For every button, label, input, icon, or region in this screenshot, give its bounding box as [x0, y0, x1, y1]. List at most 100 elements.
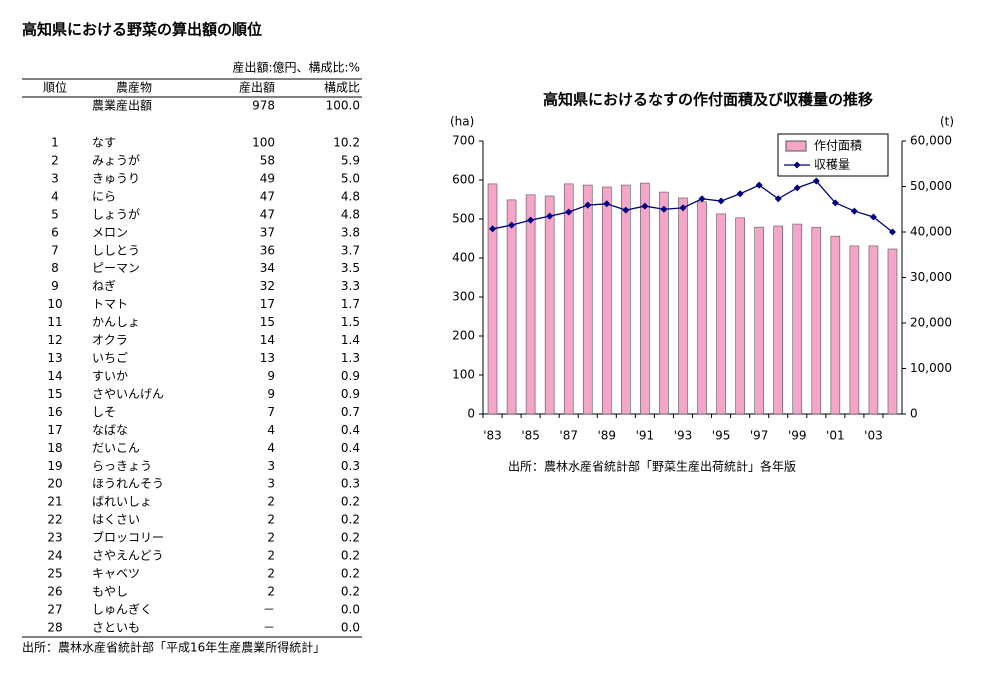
x-tick-label: '83	[483, 429, 502, 443]
table-cell: 10	[47, 297, 62, 311]
table-cell: 100	[252, 136, 275, 150]
point	[869, 213, 877, 221]
bar	[735, 217, 745, 415]
bar	[773, 225, 784, 415]
table-cell: 17	[47, 423, 62, 437]
y-tick-label: 700	[452, 134, 475, 148]
table-cell: 2	[51, 153, 59, 167]
point	[698, 195, 706, 203]
table-cell: 49	[260, 171, 275, 185]
table-header: 構成比	[324, 81, 360, 95]
table-source: 出所：農林水産省統計部「平成16年生産農業所得統計」	[22, 640, 325, 655]
table-cell: ピーマン	[92, 261, 140, 275]
y2-tick-label: 10,000	[910, 361, 952, 375]
table-cell: 5.0	[341, 171, 360, 185]
table-cell: 0.9	[341, 369, 360, 383]
table-cell: 2	[267, 549, 275, 563]
table-header: 順位	[43, 80, 67, 95]
table-cell: 3.3	[341, 279, 360, 293]
table-cell: 5	[51, 207, 59, 221]
table-cell: メロン	[92, 225, 128, 239]
table-cell: 16	[47, 405, 62, 419]
table-cell: ねぎ	[92, 279, 116, 293]
table-cell: 0.3	[341, 477, 360, 491]
table-cell: 26	[47, 585, 62, 599]
bar	[601, 186, 612, 415]
bar	[621, 184, 631, 415]
table-cell: 36	[260, 243, 275, 257]
bar	[868, 245, 879, 415]
table-cell: さといも	[92, 620, 140, 634]
table-cell: 8	[51, 261, 59, 275]
table-cell: 0.2	[341, 495, 360, 509]
table-cell: 4.8	[341, 207, 360, 221]
y2-axis-label: (t)	[940, 115, 954, 129]
table-cell: 0.2	[341, 567, 360, 581]
table-cell: トマト	[92, 297, 128, 311]
point	[660, 205, 668, 213]
table-cell: 2	[267, 531, 275, 545]
table-cell: 15	[47, 387, 62, 401]
table-cell: 3.7	[341, 243, 360, 257]
bar	[849, 245, 860, 415]
bar	[544, 195, 555, 415]
table-cell: 6	[51, 225, 59, 239]
y-tick-label: 500	[452, 212, 475, 226]
legend-label: 収穫量	[814, 158, 850, 172]
legend-label: 作付面積	[814, 138, 862, 153]
table-cell: だいこん	[92, 441, 140, 455]
bar	[582, 184, 593, 415]
table-cell: キャベツ	[92, 567, 140, 581]
table-cell: 7	[51, 243, 59, 257]
table-cell: 47	[260, 189, 275, 203]
y-tick-label: 100	[452, 368, 475, 382]
page-title: 高知県における野菜の算出額の順位	[22, 21, 262, 39]
point	[622, 206, 630, 214]
table-cell: 1.4	[341, 333, 360, 347]
table-cell: 4	[267, 423, 275, 437]
bar	[525, 194, 536, 415]
point	[755, 181, 763, 189]
bar	[887, 248, 898, 415]
point	[527, 216, 535, 224]
table-header: 農産物	[116, 80, 152, 95]
table-cell: 0.9	[341, 387, 360, 401]
table-cell: 11	[47, 315, 62, 329]
point	[831, 199, 839, 207]
table-cell: 7	[267, 405, 275, 419]
table-cell: 34	[260, 261, 275, 275]
table-cell: 14	[47, 369, 62, 383]
table-cell: 4	[267, 441, 275, 455]
table-cell: 3	[267, 477, 275, 491]
table-cell: 25	[47, 567, 62, 581]
y2-tick-label: 0	[910, 407, 918, 421]
point	[508, 221, 516, 229]
y-axis-label: (ha)	[450, 115, 474, 129]
y2-tick-label: 30,000	[910, 270, 952, 284]
y-tick-label: 300	[452, 290, 475, 304]
table-cell: 3.8	[341, 225, 360, 239]
table-cell: しょうが	[92, 206, 140, 221]
point	[641, 202, 649, 210]
table-cell: 28	[47, 620, 62, 634]
legend-swatch	[785, 140, 807, 152]
table-cell: 12	[47, 333, 62, 347]
table-cell: 13	[260, 351, 275, 365]
table-cell: はくさい	[92, 513, 140, 527]
x-tick-label: '91	[636, 429, 655, 443]
table-cell: さやいんげん	[92, 387, 164, 401]
table-cell: もやし	[92, 585, 128, 599]
bar	[792, 223, 803, 415]
y2-tick-label: 20,000	[910, 316, 952, 330]
y2-tick-label: 60,000	[910, 134, 952, 148]
table-cell: ほうれんそう	[92, 477, 164, 491]
table-cell: きゅうり	[92, 171, 140, 185]
table-cell: 23	[47, 531, 62, 545]
y-tick-label: 200	[452, 329, 475, 343]
table-cell: オクラ	[92, 333, 128, 347]
table-cell: いちご	[92, 350, 128, 365]
x-tick-label: '99	[788, 429, 807, 443]
table-cell: 0.0	[341, 602, 360, 616]
table-cell: しゅんぎく	[92, 602, 152, 616]
table-cell: 21	[47, 495, 62, 509]
